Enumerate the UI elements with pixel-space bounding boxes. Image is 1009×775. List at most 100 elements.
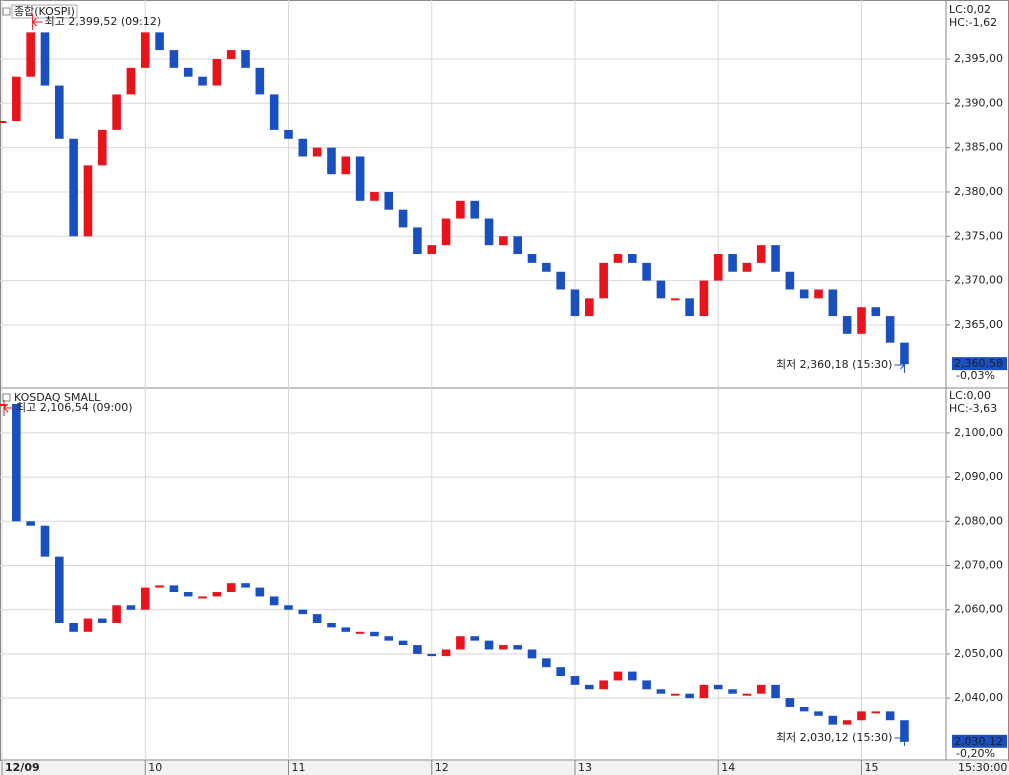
price-bar <box>785 698 795 707</box>
price-bar <box>742 262 752 272</box>
y-tick-label: 2,375,00 <box>954 229 1003 242</box>
price-bar <box>857 307 866 334</box>
price-bar <box>627 671 637 681</box>
price-bar <box>484 640 494 650</box>
price-bar <box>26 521 35 526</box>
title-box <box>11 4 78 19</box>
price-bar <box>212 58 222 86</box>
price-bar <box>12 403 21 522</box>
price-bar <box>599 680 608 690</box>
y-tick-label: 2,365,00 <box>954 318 1003 331</box>
y-tick-label: 2,395,00 <box>954 52 1003 65</box>
price-bar <box>413 227 422 255</box>
price-bar <box>112 605 121 623</box>
price-bar <box>513 645 522 650</box>
price-bar <box>814 289 823 299</box>
price-bar <box>613 254 623 263</box>
price-bar <box>642 680 651 690</box>
price-bar <box>828 289 838 317</box>
price-bar <box>0 121 7 124</box>
y-tick-label: 2,050,00 <box>954 647 1003 660</box>
title-marker <box>2 393 11 402</box>
x-tick-label: 15 <box>864 761 878 774</box>
price-bar <box>871 711 881 714</box>
price-bar <box>742 693 752 696</box>
last-price-box <box>952 357 1007 371</box>
price-bar <box>284 129 293 139</box>
price-bar <box>828 715 838 725</box>
price-bar <box>26 32 35 77</box>
price-bar <box>670 298 680 301</box>
price-bar <box>785 271 795 290</box>
price-bar <box>97 618 107 623</box>
title-marker <box>2 7 11 16</box>
price-bar <box>12 76 21 122</box>
price-bar <box>55 85 64 139</box>
price-bar <box>0 403 7 406</box>
price-bar <box>241 583 250 588</box>
price-bar <box>570 676 580 685</box>
price-bar <box>398 640 408 646</box>
price-bar <box>556 271 565 290</box>
price-bar <box>83 618 93 632</box>
price-bar <box>756 245 766 263</box>
time-label: 15:30:00 <box>958 761 1007 774</box>
price-bar <box>398 209 408 228</box>
x-tick-label: 12/09 <box>5 761 40 774</box>
price-bar <box>69 138 78 237</box>
price-bar <box>140 32 150 68</box>
time-axis-strip <box>0 761 1009 775</box>
y-tick-label: 2,080,00 <box>954 514 1003 527</box>
price-bar <box>499 645 508 650</box>
y-tick-label: 2,390,00 <box>954 96 1003 109</box>
y-tick-label: 2,370,00 <box>954 274 1003 287</box>
price-bar <box>370 631 379 637</box>
price-bar <box>699 684 709 699</box>
last-price-box <box>952 734 1007 748</box>
last-price-label: 2,360,58 <box>954 357 1003 370</box>
price-bar <box>885 316 895 343</box>
y-tick-label: 2,090,00 <box>954 470 1003 483</box>
price-bar <box>713 254 723 281</box>
change-label: -0,20% <box>956 747 995 760</box>
price-bar <box>226 583 236 593</box>
price-bar <box>857 711 866 721</box>
price-bar <box>427 245 437 255</box>
price-bar <box>97 129 107 166</box>
price-bar <box>284 605 293 610</box>
price-bar <box>327 622 336 628</box>
y-tick-label: 2,100,00 <box>954 426 1003 439</box>
price-bar <box>685 298 694 317</box>
high-arrow <box>3 400 14 416</box>
price-bar <box>140 587 150 610</box>
price-bar <box>527 649 537 659</box>
y-tick-label: 2,070,00 <box>954 558 1003 571</box>
price-bar <box>69 622 78 632</box>
y-tick-label: 2,040,00 <box>954 691 1003 704</box>
price-bar <box>40 32 50 86</box>
price-bar <box>341 627 351 632</box>
price-bar <box>40 525 50 557</box>
price-bar <box>885 711 895 721</box>
price-bar <box>713 684 723 690</box>
price-bar <box>613 671 623 681</box>
price-bar <box>871 307 881 317</box>
price-bar <box>699 280 709 317</box>
price-bar <box>585 684 594 690</box>
high-arrow <box>31 14 43 30</box>
price-bar <box>799 706 809 712</box>
price-bar <box>155 585 164 588</box>
price-bar <box>198 76 207 86</box>
price-bar <box>255 587 265 597</box>
price-bar <box>384 636 394 641</box>
price-bar <box>470 200 480 219</box>
price-bar <box>527 254 537 263</box>
price-bar <box>212 592 222 597</box>
price-bar <box>112 94 121 130</box>
price-bar <box>341 156 351 175</box>
price-bar <box>327 147 336 175</box>
price-bar <box>155 32 164 51</box>
price-bar <box>656 280 666 299</box>
price-bar <box>799 289 809 299</box>
panel-title: 종합(KOSPI) <box>14 5 75 18</box>
